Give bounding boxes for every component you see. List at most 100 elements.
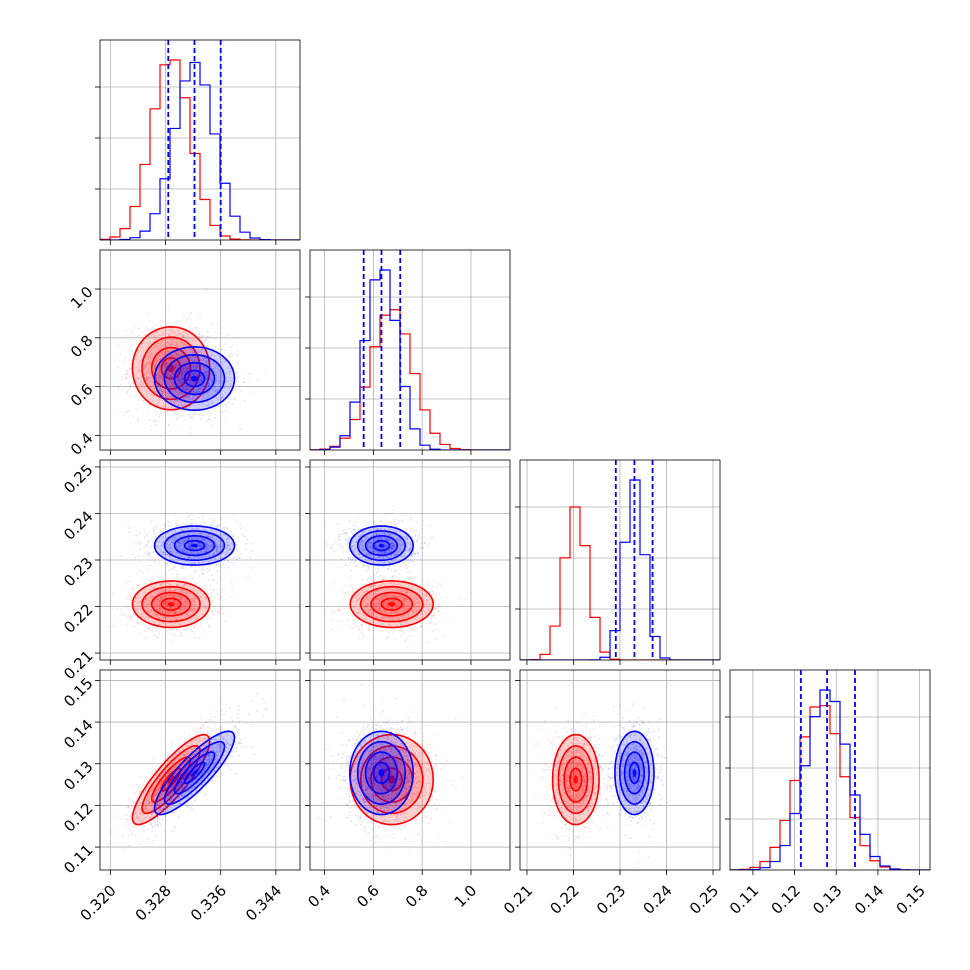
sample-point — [169, 385, 171, 388]
sample-point — [158, 377, 161, 379]
panel-2-0 — [95, 459, 301, 665]
sample-point — [236, 362, 239, 365]
sample-point — [204, 353, 207, 356]
sample-point — [128, 409, 131, 412]
sample-point — [157, 366, 160, 369]
sample-point — [208, 376, 210, 379]
sample-point — [142, 360, 144, 363]
sample-point — [175, 413, 178, 416]
sample-point — [194, 571, 196, 573]
sample-point — [204, 372, 207, 375]
sample-point — [185, 357, 188, 360]
sample-point — [157, 376, 160, 378]
sample-point — [133, 625, 136, 628]
sample-point — [175, 601, 177, 603]
sample-point — [214, 597, 217, 599]
sample-point — [175, 400, 178, 403]
sample-point — [190, 311, 192, 314]
sample-point — [194, 602, 197, 605]
sample-point — [173, 402, 176, 405]
sample-point — [212, 578, 215, 580]
sample-point — [188, 315, 191, 318]
sample-point — [219, 373, 222, 376]
sample-point — [227, 367, 230, 370]
sample-point — [177, 404, 180, 406]
sample-point — [167, 521, 170, 524]
sample-point — [212, 368, 215, 370]
sample-point — [186, 388, 188, 391]
sample-point — [194, 371, 197, 374]
sample-point — [182, 394, 185, 397]
sample-point — [158, 334, 161, 337]
sample-point — [139, 601, 142, 604]
sample-point — [154, 363, 157, 366]
sample-point — [202, 395, 204, 398]
sample-point — [393, 509, 395, 511]
sample-point — [153, 634, 156, 637]
sample-point — [135, 605, 138, 608]
sample-point — [229, 581, 232, 584]
sample-point — [249, 378, 252, 380]
sample-point — [139, 370, 142, 373]
sample-point — [197, 388, 200, 390]
sample-point — [188, 620, 191, 622]
sample-point — [149, 386, 152, 388]
sample-point — [188, 368, 191, 371]
sample-point — [197, 333, 200, 336]
sample-point — [336, 608, 339, 611]
sample-point — [368, 628, 370, 631]
sample-point — [155, 360, 158, 363]
sample-point — [179, 341, 182, 343]
sample-point — [171, 329, 174, 332]
panel-1-0 — [95, 249, 301, 455]
sample-point — [154, 366, 156, 369]
sample-point — [207, 346, 209, 348]
sample-point — [210, 353, 213, 356]
sample-point — [216, 348, 219, 350]
sample-point — [187, 610, 190, 613]
sample-point — [238, 556, 241, 559]
sample-point — [220, 607, 222, 610]
sample-point — [221, 374, 223, 377]
sample-point — [174, 333, 177, 336]
sample-point — [177, 393, 179, 395]
sample-point — [203, 385, 206, 388]
sample-point — [145, 377, 148, 380]
sample-point — [144, 366, 147, 368]
sample-point — [331, 611, 334, 614]
sample-point — [192, 630, 195, 633]
sample-point — [165, 391, 167, 394]
density-peak — [167, 602, 175, 607]
sample-point — [183, 382, 186, 385]
sample-point — [179, 400, 182, 403]
sample-point — [124, 360, 127, 363]
sample-point — [216, 390, 219, 392]
sample-point — [201, 569, 203, 571]
sample-point — [165, 364, 168, 367]
sample-point — [226, 559, 229, 562]
sample-point — [208, 411, 210, 414]
sample-point — [196, 343, 199, 346]
sample-point — [212, 393, 215, 395]
sample-point — [186, 613, 189, 616]
sample-point — [145, 379, 148, 382]
sample-point — [179, 611, 182, 614]
sample-point — [190, 398, 193, 400]
sample-point — [174, 589, 177, 592]
sample-point — [220, 595, 223, 598]
sample-point — [192, 364, 195, 367]
sample-point — [140, 376, 143, 378]
sample-point — [204, 357, 207, 360]
sample-point — [171, 364, 174, 366]
sample-point — [161, 617, 164, 620]
sample-point — [138, 361, 141, 363]
sample-point — [175, 573, 178, 576]
sample-point — [220, 397, 223, 399]
sample-point — [166, 623, 169, 626]
sample-point — [175, 352, 178, 355]
sample-point — [146, 603, 149, 605]
sample-point — [200, 378, 202, 381]
sample-point — [148, 386, 151, 389]
sample-point — [460, 598, 463, 601]
sample-point — [184, 369, 187, 372]
